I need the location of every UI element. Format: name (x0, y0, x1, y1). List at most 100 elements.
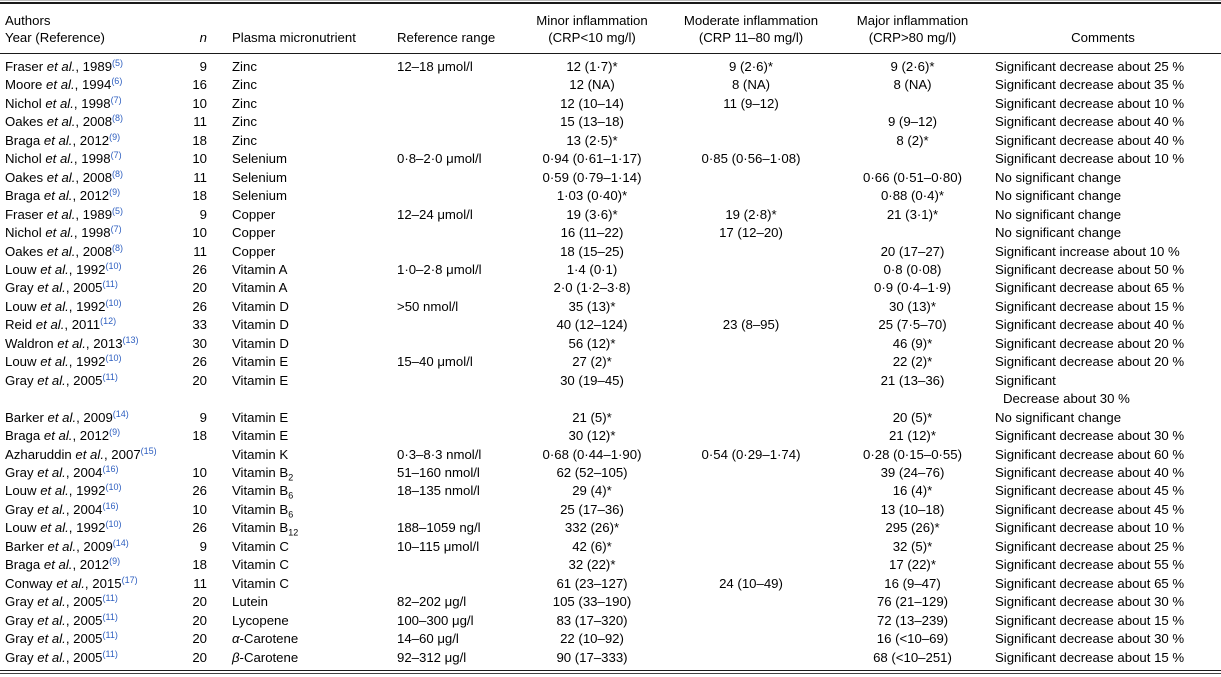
minor-inflammation-cell: 0·59 (0·79–1·14) (542, 169, 642, 185)
reference-link[interactable]: (11) (102, 593, 118, 604)
author-year: , 2011 (64, 317, 101, 333)
author-etal: et al. (46, 169, 76, 185)
reference-link[interactable]: (15) (140, 445, 157, 456)
n-cell: 18 (192, 132, 207, 148)
comment-cell: Significant (995, 372, 1056, 388)
reference-link[interactable]: (7) (110, 224, 122, 235)
author-cell: Fraser et al., 1989(5) (0, 206, 172, 224)
author-cell: Oakes et al., 2008(8) (0, 113, 172, 131)
author-name: Gray (5, 372, 38, 388)
major-inflammation-cell: 9 (9–12) (887, 114, 938, 130)
comment-cell: No significant change (995, 225, 1122, 241)
n-cell (172, 390, 212, 408)
author-cell: Braga et al., 2012(9) (0, 556, 172, 574)
nutrient-cell: Vitamin D (212, 316, 390, 334)
table-row: Barker et al., 2009(14) 9 Vitamin C 10–1… (0, 538, 1221, 556)
major-inflammation-cell: 21 (12)* (889, 428, 936, 444)
author-name: Nichol (5, 151, 46, 167)
n-cell: 18 (192, 557, 207, 573)
reference-link[interactable]: (14) (112, 537, 129, 548)
nutrient-cell: Vitamin B6 (212, 482, 390, 500)
moderate-inflammation-cell (662, 556, 840, 574)
reference-range-cell: 10–115 μmol/l (397, 538, 480, 554)
moderate-inflammation-cell: 23 (8–95) (722, 317, 780, 333)
reference-link[interactable]: (16) (102, 463, 119, 474)
reference-link[interactable]: (11) (102, 279, 118, 290)
reference-link[interactable]: (9) (109, 556, 121, 567)
nutrient-cell: Zinc (212, 113, 390, 131)
table-row: Louw et al., 1992(10) 26 Vitamin A 1·0–2… (0, 261, 1221, 279)
reference-link[interactable]: (8) (112, 168, 124, 179)
reference-link[interactable]: (9) (109, 131, 121, 142)
reference-link[interactable]: (12) (100, 316, 117, 327)
author-etal: et al. (45, 225, 74, 241)
reference-range-cell (390, 279, 522, 297)
moderate-inflammation-cell (662, 390, 840, 408)
comment-cell: Significant decrease about 50 % (995, 261, 1185, 277)
n-cell: 30 (192, 335, 207, 351)
author-cell: Braga et al., 2012(9) (0, 187, 172, 205)
n-cell: 26 (192, 483, 207, 499)
author-year: , 2012 (72, 132, 110, 148)
moderate-inflammation-cell (662, 113, 840, 131)
minor-inflammation-cell: 13 (2·5)* (566, 132, 618, 148)
col-header-minor-line2: (CRP<10 mg/l) (548, 30, 636, 45)
nutrient-name: Vitamin A (232, 261, 288, 277)
reference-link[interactable]: (11) (102, 630, 118, 641)
reference-link[interactable]: (5) (112, 58, 124, 68)
nutrient-cell: α-Carotene (212, 630, 390, 648)
reference-link[interactable]: (9) (109, 187, 121, 198)
reference-link[interactable]: (10) (105, 519, 122, 530)
reference-link[interactable]: (14) (112, 408, 129, 419)
reference-link[interactable]: (9) (109, 427, 121, 438)
major-inflammation-cell: 8 (NA) (893, 77, 932, 93)
comment-cell: Significant decrease about 15 % (995, 298, 1185, 314)
author-cell: Oakes et al., 2008(8) (0, 169, 172, 187)
reference-link[interactable]: (6) (111, 76, 123, 87)
comment-cell: Significant decrease about 40 % (995, 464, 1185, 480)
reference-link[interactable]: (10) (105, 353, 122, 364)
comment-cell: No significant change (995, 169, 1122, 185)
reference-link[interactable]: (11) (102, 611, 118, 622)
micronutrient-inflammation-table: Authors Year (Reference) n Plasma micron… (0, 4, 1221, 667)
comment-cell: Significant increase about 10 % (995, 243, 1180, 259)
nutrient-cell: Selenium (212, 169, 390, 187)
reference-link[interactable]: (11) (102, 371, 118, 382)
major-inflammation-cell: 76 (21–129) (876, 594, 949, 610)
table-row: Gray et al., 2005(11) 20 Lutein 82–202 μ… (0, 593, 1221, 611)
reference-link[interactable]: (5) (112, 205, 124, 216)
author-year: , 1989 (75, 59, 113, 74)
reference-link[interactable]: (10) (105, 482, 122, 493)
minor-inflammation-cell: 19 (3·6)* (566, 206, 618, 222)
reference-link[interactable]: (11) (102, 648, 118, 659)
moderate-inflammation-cell: 11 (9–12) (723, 95, 779, 111)
author-name: Barker (5, 538, 48, 554)
author-year: , 2004 (65, 501, 103, 517)
reference-link[interactable]: (8) (112, 113, 124, 124)
reference-link[interactable]: (16) (102, 500, 119, 511)
author-name: Gray (5, 501, 38, 517)
col-header-plasma-micronutrient: Plasma micronutrient (212, 4, 390, 54)
reference-link[interactable]: (7) (110, 94, 122, 105)
reference-link[interactable]: (10) (105, 260, 122, 271)
nutrient-name: Selenium (232, 151, 287, 167)
table-body: Fraser et al., 1989(5) 9 Zinc 12–18 μmol… (0, 54, 1221, 667)
table-bottom-rule (0, 669, 1221, 674)
minor-inflammation-cell: 61 (23–127) (556, 575, 628, 591)
author-year: , 2005 (65, 280, 103, 296)
reference-link[interactable]: (17) (121, 574, 138, 585)
reference-link[interactable]: (7) (110, 150, 122, 161)
major-inflammation-cell: 25 (7·5–70) (878, 317, 947, 333)
nutrient-cell: Vitamin A (212, 261, 390, 279)
reference-link[interactable]: (13) (122, 334, 139, 345)
author-etal: et al. (47, 538, 77, 554)
reference-range-cell (390, 427, 522, 445)
comment-cell: Significant decrease about 45 % (995, 483, 1185, 499)
reference-link[interactable]: (10) (105, 297, 122, 308)
reference-range-cell: 82–202 μg/l (397, 594, 467, 610)
nutrient-name: Lycopene (232, 612, 289, 628)
author-year: , 2015 (84, 575, 122, 591)
reference-link[interactable]: (8) (112, 242, 124, 253)
author-etal: et al. (43, 428, 73, 444)
author-etal: et al. (46, 59, 76, 74)
